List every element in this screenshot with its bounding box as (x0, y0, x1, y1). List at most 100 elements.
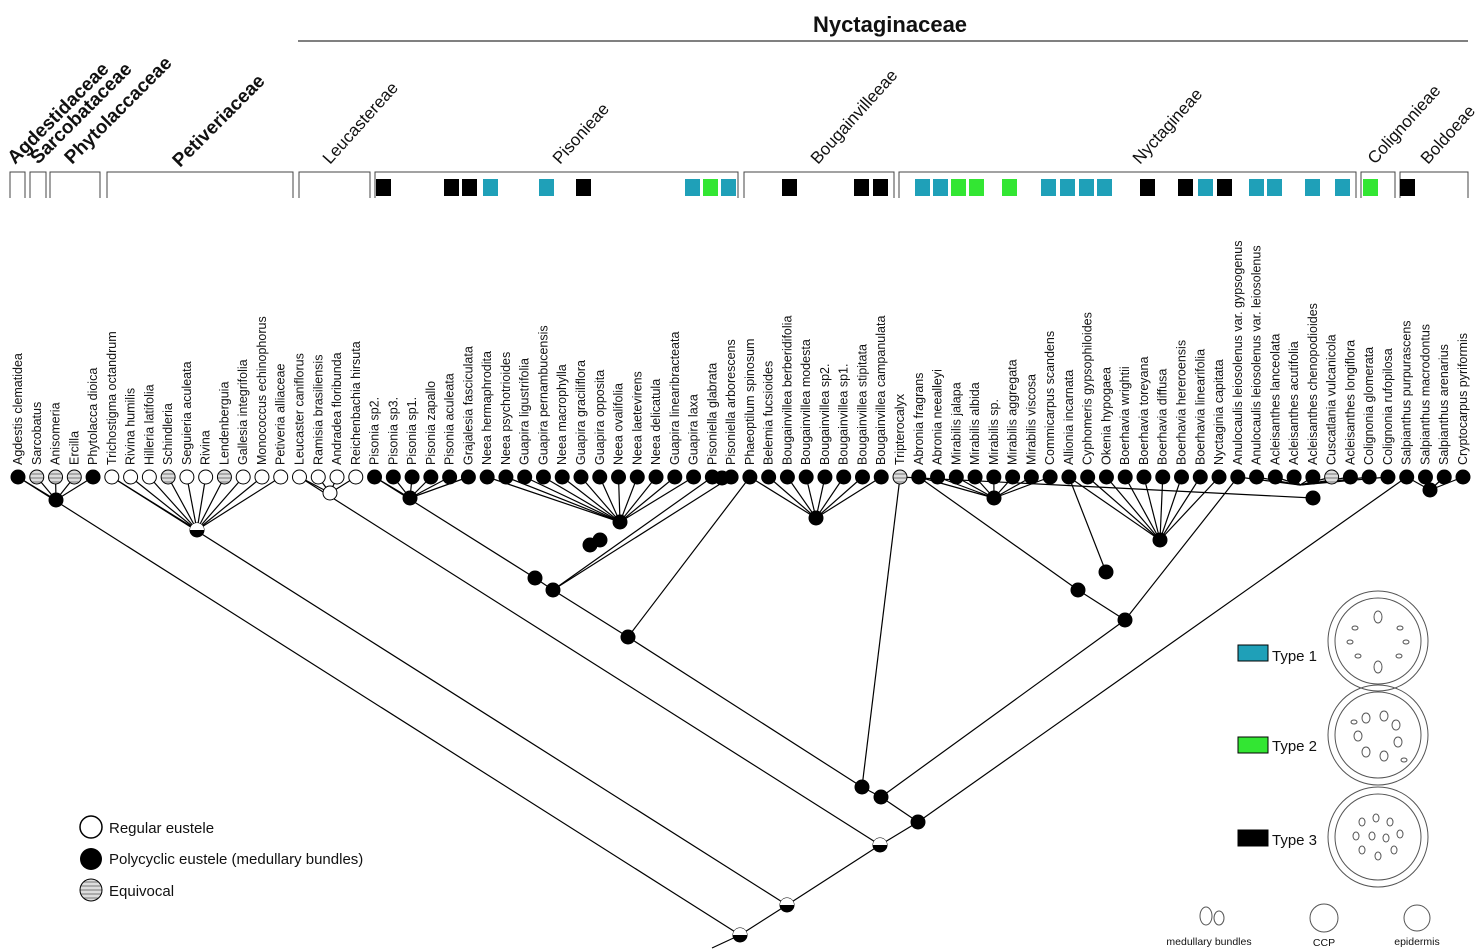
branch (187, 477, 197, 530)
taxon-label: Guapira graciliflora (574, 360, 588, 465)
taxon-label: Neea hermaphrodita (480, 351, 494, 465)
tip-state (649, 470, 663, 484)
tip-state (555, 470, 569, 484)
taxon-label: Boerhavia hereroensis (1175, 340, 1189, 465)
tribe-label: Bougainvilleeae (807, 66, 901, 168)
taxon-label: Anisomeria (49, 402, 63, 465)
node-half (780, 898, 794, 905)
type-square (1060, 179, 1075, 196)
type-square (933, 179, 948, 196)
taxon-label: Ercilla (67, 431, 81, 465)
tip-state (292, 470, 306, 484)
taxon-label: Gallesia integrifolia (236, 359, 250, 465)
taxon-label: Boerhavia linearifolia (1193, 349, 1207, 465)
tip-state (687, 470, 701, 484)
type-square (854, 179, 869, 196)
node (49, 493, 63, 507)
taxon-label: Pisonia sp3. (386, 397, 400, 465)
taxon-label: Mirabilis sp. (987, 399, 1001, 465)
tribe-bracket (899, 172, 1356, 198)
type-square (969, 179, 984, 196)
tip-state (124, 470, 138, 484)
tip-state (217, 470, 231, 484)
taxon-label: Trichostigma octandrum (105, 331, 119, 465)
legend-label: Equivocal (109, 883, 174, 900)
node (1153, 533, 1167, 547)
tip-state (1043, 470, 1057, 484)
type-label: Type 1 (1272, 648, 1317, 665)
type-label: Type 3 (1272, 832, 1317, 849)
type-square (782, 179, 797, 196)
tip-state (949, 470, 963, 484)
taxon-label: Abronia fragrans (912, 373, 926, 465)
family-label: Petiveriaceae (169, 71, 270, 172)
tip-state (1437, 470, 1451, 484)
taxon-label: Guapira opposita (593, 370, 607, 465)
node (1071, 583, 1085, 597)
branch (553, 477, 712, 590)
branch (553, 590, 628, 637)
legend-label: Regular eustele (109, 820, 214, 837)
tip-state (574, 470, 588, 484)
type-square (915, 179, 930, 196)
tip-state (142, 470, 156, 484)
node (583, 538, 597, 552)
branch (1069, 477, 1106, 572)
taxon-label: Neea psychotrioides (499, 352, 513, 465)
taxon-label: Leucaster caniflorus (292, 353, 306, 465)
tip-state (705, 470, 719, 484)
branch (562, 477, 620, 522)
type-square (873, 179, 888, 196)
type-square (1400, 179, 1415, 196)
branch (299, 477, 880, 845)
node (528, 571, 542, 585)
tip-state (330, 470, 344, 484)
type-label: Type 2 (1272, 738, 1317, 755)
tip-state (1268, 470, 1282, 484)
type2-swatch (1238, 737, 1268, 753)
taxon-label: Anulocaulis leiosolenus var. leiosolenus (1250, 245, 1264, 465)
taxon-label: Monococcus echinophorus (255, 316, 269, 465)
tip-state (630, 470, 644, 484)
legend-polycyclic (80, 848, 102, 870)
node-half (733, 928, 747, 935)
type-square (1267, 179, 1282, 196)
branch (197, 477, 262, 530)
taxon-label: Pisonia sp2. (368, 397, 382, 465)
family-bracket (107, 172, 293, 198)
branch (375, 477, 535, 578)
branch (1160, 477, 1219, 540)
type-square (1178, 179, 1193, 196)
taxon-label: Salpianthus macrodontus (1418, 324, 1432, 465)
taxon-label: Acleisanthes chenopodioides (1306, 303, 1320, 465)
tip-state (180, 470, 194, 484)
type-square (1335, 179, 1350, 196)
tip-state (536, 470, 550, 484)
tip-state (1400, 470, 1414, 484)
state-legend: Regular eustele Polycyclic eustele (medu… (80, 816, 363, 901)
taxon-label: Abronia neealleyi (931, 369, 945, 465)
taxon-label: Guapira linearibracteata (668, 332, 682, 465)
node (809, 511, 823, 525)
tip-state (386, 470, 400, 484)
tip-state (199, 470, 213, 484)
taxon-label: Ramisia brasiliensis (311, 355, 325, 465)
tip-state (30, 470, 44, 484)
tribe-label: Pisonieae (549, 99, 613, 167)
tip-state (855, 470, 869, 484)
phylogeny-diagram: Nyctaginaceae Regular eustele Polycyclic… (0, 0, 1482, 950)
type-square (951, 179, 966, 196)
node (323, 486, 337, 500)
tip-state (1099, 470, 1113, 484)
branch (112, 477, 787, 905)
node-half (873, 838, 887, 845)
node (1099, 565, 1113, 579)
tip-state (874, 470, 888, 484)
node (1423, 483, 1437, 497)
taxon-label: Acleisanthes acutifolia (1287, 341, 1301, 465)
type-legend: Type 1 Type 2 Type 3 medullary bundles C… (1166, 591, 1439, 949)
tip-state (443, 470, 457, 484)
tip-state (461, 470, 475, 484)
branch (787, 845, 880, 905)
type-square (1002, 179, 1017, 196)
